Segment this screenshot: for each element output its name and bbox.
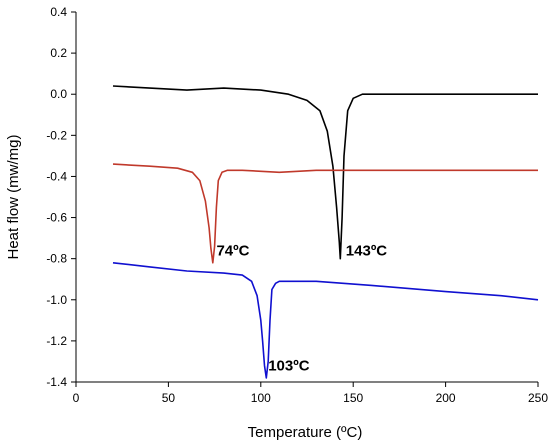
y-axis-ticks: 0.4 0.2 0.0 -0.2 -0.4 -0.6 -0.8 -1.0 -1.2 -1.4 — [46, 5, 76, 389]
y-axis-title: Heat flow (mw/mg) — [5, 134, 22, 259]
x-tick-label: 200 — [436, 391, 456, 405]
series-line-3 — [112, 262, 539, 379]
peak-label: 143ºC — [346, 242, 388, 259]
series-layer — [112, 85, 539, 379]
x-tick-label: 100 — [251, 391, 271, 405]
y-tick-label: -0.2 — [46, 128, 67, 142]
y-tick-label: -1.2 — [46, 334, 67, 348]
x-axis-ticks: 0 50 100 150 200 250 — [73, 382, 548, 405]
y-tick-label: 0.4 — [50, 5, 67, 19]
series-line-2 — [112, 163, 538, 264]
series-line-1 — [112, 85, 538, 260]
y-tick-label: -1.4 — [46, 375, 67, 389]
x-tick-label: 0 — [73, 391, 80, 405]
x-tick-label: 50 — [162, 391, 176, 405]
y-tick-label: 0.2 — [50, 46, 67, 60]
x-tick-label: 250 — [528, 391, 548, 405]
y-tick-label: 0.0 — [50, 87, 67, 101]
peak-label: 74ºC — [216, 242, 249, 259]
x-tick-label: 150 — [343, 391, 363, 405]
peak-label: 103ºC — [268, 358, 310, 375]
y-tick-label: -0.4 — [46, 169, 67, 183]
x-axis-title: Temperature (ºC) — [248, 424, 363, 441]
y-tick-label: -1.0 — [46, 293, 67, 307]
peak-annotations: 74ºC 143ºC 103ºC — [216, 242, 387, 374]
y-tick-label: -0.6 — [46, 211, 67, 225]
y-tick-label: -0.8 — [46, 252, 67, 266]
